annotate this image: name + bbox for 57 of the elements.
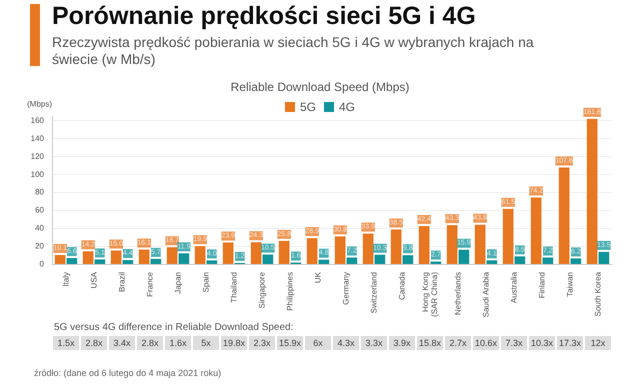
x-tick-label: Germany <box>342 272 350 305</box>
text: 2.3x <box>249 336 275 350</box>
text: 7.3x <box>501 336 527 350</box>
text: 4.3x <box>333 336 359 350</box>
text: 17.3x <box>557 336 583 350</box>
x-tick-label: Philippines <box>286 272 294 311</box>
x-tick-label: Saudi Arabia <box>482 271 490 318</box>
y-axis-title: (Mbps) <box>27 100 52 108</box>
text: 12x <box>585 336 611 350</box>
text: 5G versus 4G difference in Reliable Download Speed: <box>54 322 294 333</box>
x-tick-label: Australia <box>510 271 518 304</box>
legend-label: 4G <box>339 100 356 114</box>
y-tick-label: 20 <box>35 242 45 251</box>
x-tick-label: UK <box>314 271 322 284</box>
text: 10.3x <box>529 336 555 350</box>
y-tick-label: 160 <box>30 116 45 125</box>
chart-subtitle: Rzeczywista prędkość pobierania w sieciach 5G i 4G w wybranych krajach na świecie (w Mb/s) <box>52 34 535 68</box>
x-tick-label: Switzerland <box>370 272 378 314</box>
x-tick-label: Brazil <box>118 272 126 292</box>
text: 10.6x <box>473 336 499 350</box>
x-tick-label: Finland <box>538 272 546 298</box>
x-tick-label: Netherlands <box>454 272 462 316</box>
x-tick-label: Thailand <box>230 272 238 303</box>
text: 3.9x <box>389 336 415 350</box>
x-tick-label: Singapore <box>258 271 266 308</box>
text: 1.6x <box>165 336 191 350</box>
y-tick-label: 120 <box>30 152 45 161</box>
text: 15.9x <box>277 336 303 350</box>
y-tick-label: 100 <box>30 170 45 179</box>
y-tick-label: 40 <box>35 224 45 233</box>
chart-title: Porównanie prędkości sieci 5G i 4G <box>52 2 476 31</box>
x-tick-label: Canada <box>398 271 406 300</box>
text: 2.8x <box>137 336 163 350</box>
legend-label: 5G <box>300 100 316 114</box>
text: 2.8x <box>81 336 107 350</box>
text: 3.3x <box>361 336 387 350</box>
text: 15.8x <box>417 336 443 350</box>
x-tick-label: Italy <box>62 272 70 287</box>
x-tick-label: Spain <box>202 272 210 292</box>
text: źródło: (dane od 6 lutego do 4 maja 2021 roku) <box>34 368 222 378</box>
y-tick-label: 80 <box>35 188 45 197</box>
text: 19.8x <box>221 336 247 350</box>
text: Reliable Download Speed (Mbps) <box>230 80 410 94</box>
text: 6x <box>305 336 331 350</box>
text: 5x <box>193 336 219 350</box>
x-tick-label: South Korea <box>594 271 602 316</box>
x-tick-label: France <box>146 271 154 297</box>
x-tick-label: Japan <box>174 272 182 294</box>
y-tick-label: 140 <box>30 134 45 143</box>
x-tick-label: Taiwan <box>566 272 574 297</box>
x-tick-label: USA <box>90 271 98 288</box>
text: 2.7x <box>445 336 471 350</box>
text: 1.5x <box>53 336 79 350</box>
y-tick-label: 60 <box>35 206 45 215</box>
y-tick-label: 0 <box>40 260 45 268</box>
x-tick-label: Hong Kong (SAR China) <box>421 272 439 317</box>
text: 3.4x <box>109 336 135 350</box>
